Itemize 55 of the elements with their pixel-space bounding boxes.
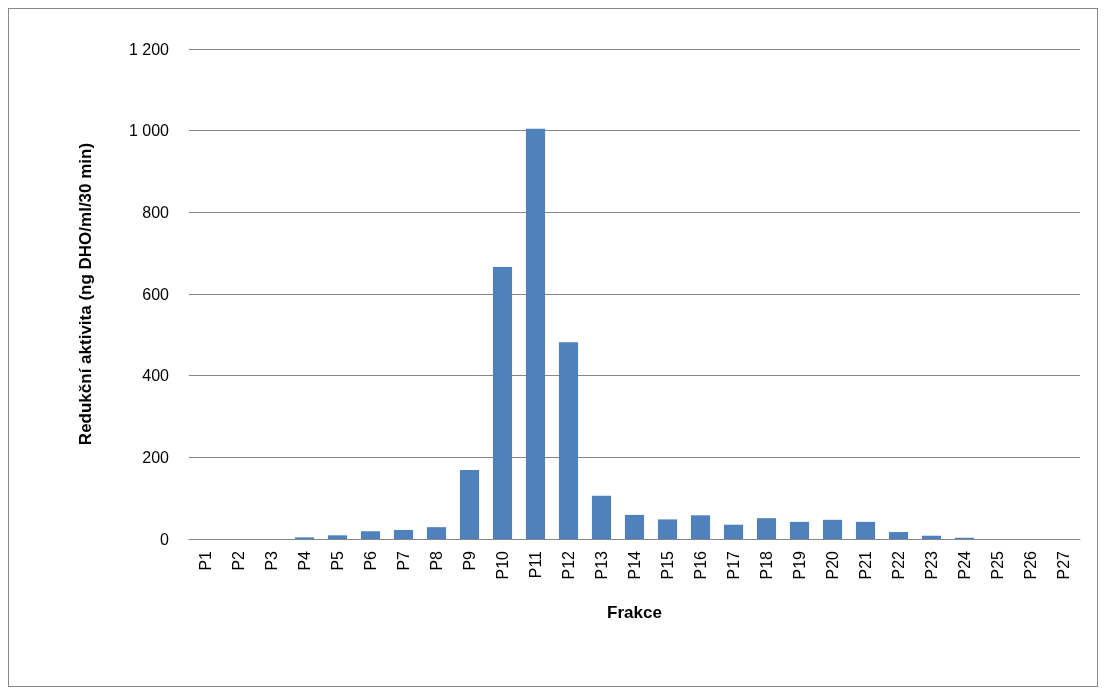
x-tick-label: P8 xyxy=(428,550,445,571)
y-tick-label: 1 200 xyxy=(128,40,170,58)
bar xyxy=(492,267,513,539)
x-tick-label: P17 xyxy=(725,550,742,580)
x-tick-label: P23 xyxy=(923,550,940,580)
y-tick-label: 200 xyxy=(142,448,170,466)
bar xyxy=(558,342,579,539)
bar xyxy=(624,514,645,539)
x-tick-label: P2 xyxy=(230,550,247,571)
x-tick-label: P24 xyxy=(956,550,973,580)
y-tick-label: 600 xyxy=(142,285,170,303)
x-tick-label: P12 xyxy=(560,550,577,580)
x-tick-label: P1 xyxy=(197,550,214,571)
x-tick-label: P15 xyxy=(659,550,676,580)
y-tick-label: 0 xyxy=(160,530,170,548)
x-axis-title: Frakce xyxy=(607,603,662,622)
bar xyxy=(822,519,843,539)
x-tick-label: P19 xyxy=(791,550,808,580)
x-tick-label: P16 xyxy=(692,550,709,580)
bar xyxy=(525,128,546,539)
bar xyxy=(327,535,348,539)
bar xyxy=(690,515,711,539)
bar xyxy=(756,518,777,539)
bar xyxy=(657,519,678,539)
y-tick-label: 800 xyxy=(142,203,170,221)
y-tick-label: 400 xyxy=(142,367,170,385)
x-tick-label: P18 xyxy=(758,550,775,580)
bar xyxy=(855,521,876,539)
bar xyxy=(789,521,810,539)
bar xyxy=(459,469,480,539)
x-tick-label: P7 xyxy=(395,550,412,571)
x-tick-label: P10 xyxy=(494,550,511,580)
y-axis-title: Redukční aktivita (ng DHO/ml/30 min) xyxy=(76,142,95,446)
y-tick-label: 1 000 xyxy=(128,122,170,140)
x-tick-label: P20 xyxy=(824,550,841,580)
bar xyxy=(888,532,909,539)
x-tick-label: P13 xyxy=(593,550,610,580)
x-tick-label: P26 xyxy=(1022,550,1039,580)
x-tick-label: P14 xyxy=(626,550,643,580)
x-tick-label: P5 xyxy=(329,550,346,571)
bar xyxy=(921,535,942,539)
x-tick-label: P6 xyxy=(362,550,379,571)
bar xyxy=(360,531,381,539)
bar xyxy=(591,495,612,539)
x-tick-label: P3 xyxy=(263,550,280,571)
x-tick-label: P11 xyxy=(527,550,544,579)
bar xyxy=(393,530,414,539)
bar xyxy=(426,527,447,539)
x-tick-label: P21 xyxy=(857,550,874,580)
bar xyxy=(723,524,744,539)
x-tick-label: P25 xyxy=(989,550,1006,580)
x-tick-label: P27 xyxy=(1055,550,1072,580)
x-tick-label: P22 xyxy=(890,550,907,580)
x-tick-label: P9 xyxy=(461,550,478,571)
x-tick-label: P4 xyxy=(296,550,313,571)
